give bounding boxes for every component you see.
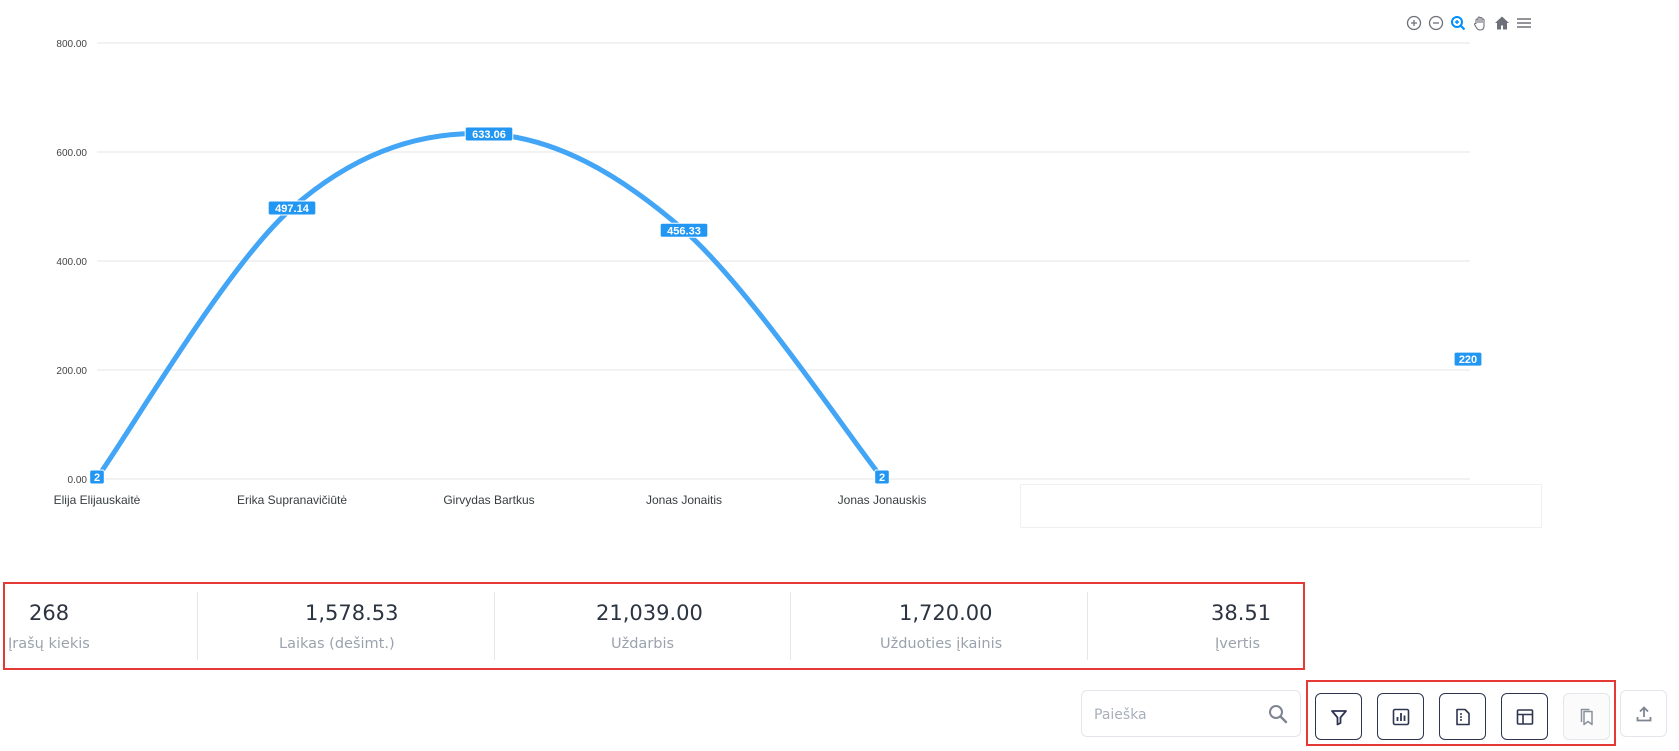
data-label: 2 — [879, 472, 885, 484]
search-icon[interactable] — [1268, 704, 1288, 724]
stat-value: 268 — [29, 601, 70, 625]
chart-legend-area — [1020, 484, 1542, 528]
stat-label: Laikas (dešimt.) — [279, 636, 395, 652]
zoom-selection-icon[interactable] — [1449, 14, 1467, 32]
data-label: 2 — [94, 472, 100, 484]
x-tick-label: Girvydas Bartkus — [443, 493, 534, 507]
x-tick-label: Jonas Jonaitis — [646, 493, 722, 507]
data-label-bg — [874, 469, 890, 485]
stat-value: 38.51 — [1211, 601, 1272, 625]
pan-hand-icon[interactable] — [1471, 14, 1489, 32]
data-label: 497.14 — [275, 203, 310, 215]
stat-task-rate: 1,720.00 Užduoties įkainis — [790, 584, 1087, 668]
stat-value: 1,578.53 — [305, 601, 399, 625]
filter-button[interactable] — [1315, 693, 1362, 740]
data-label-bg — [659, 222, 709, 238]
chart-view-button[interactable] — [1377, 693, 1424, 740]
data-label-bg — [1453, 351, 1483, 367]
data-label: 633.06 — [472, 129, 506, 141]
document-view-button[interactable] — [1439, 693, 1486, 740]
document-icon — [1455, 708, 1470, 725]
y-tick-label: 200.00 — [56, 366, 87, 377]
stat-label: Įvertis — [1215, 636, 1261, 652]
table-icon — [1516, 708, 1533, 725]
chart-area: 0.00 200.00 400.00 600.00 800.00 Elija Elijau… — [54, 14, 1542, 528]
y-tick-label: 0.00 — [68, 475, 88, 486]
summary-stats: 268 Įrašų kiekis 1,578.53 Laikas (dešimt… — [3, 582, 1305, 670]
y-tick-label: 400.00 — [56, 257, 87, 268]
home-icon[interactable] — [1493, 14, 1511, 32]
stat-value: 21,039.00 — [596, 601, 703, 625]
stat-label: Įrašų kiekis — [8, 636, 90, 652]
y-tick-label: 800.00 — [56, 39, 87, 50]
data-label: 220 — [1459, 354, 1477, 366]
stat-earnings: 21,039.00 Uždarbis — [494, 584, 790, 668]
data-label-bg — [464, 126, 514, 142]
table-view-button[interactable] — [1501, 693, 1548, 740]
x-tick-label: Erika Supranavičiūtė — [237, 493, 347, 507]
view-toolbar — [1306, 680, 1616, 746]
chart-toolbar — [1405, 14, 1533, 32]
data-label-bg — [89, 469, 105, 485]
line-chart: 0.00 200.00 400.00 600.00 800.00 Elija Elijau… — [54, 39, 1483, 507]
zoom-in-icon[interactable] — [1405, 14, 1423, 32]
filter-icon — [1330, 709, 1347, 725]
series-line — [94, 131, 885, 481]
data-label-bg — [267, 200, 317, 216]
stat-value: 1,720.00 — [899, 601, 993, 625]
stat-label: Užduoties įkainis — [880, 636, 1003, 652]
export-button[interactable] — [1620, 690, 1667, 737]
search-input[interactable] — [1092, 703, 1256, 727]
stat-record-count: 268 Įrašų kiekis — [5, 584, 197, 668]
bookmarks-icon — [1580, 708, 1593, 725]
bookmark-button[interactable] — [1563, 693, 1610, 740]
stat-time: 1,578.53 Laikas (dešimt.) — [197, 584, 494, 668]
stat-rating: 38.51 Įvertis — [1087, 584, 1303, 668]
data-label: 456.33 — [667, 225, 701, 237]
search-box — [1081, 690, 1301, 737]
x-tick-label: Elija Elijauskaitė — [54, 493, 141, 507]
zoom-out-icon[interactable] — [1427, 14, 1445, 32]
menu-icon[interactable] — [1515, 14, 1533, 32]
x-tick-label: Jonas Jonauskis — [838, 493, 927, 507]
bar-chart-icon — [1392, 708, 1409, 725]
upload-icon — [1636, 705, 1651, 721]
stat-label: Uždarbis — [611, 636, 675, 652]
y-tick-label: 600.00 — [56, 148, 87, 159]
